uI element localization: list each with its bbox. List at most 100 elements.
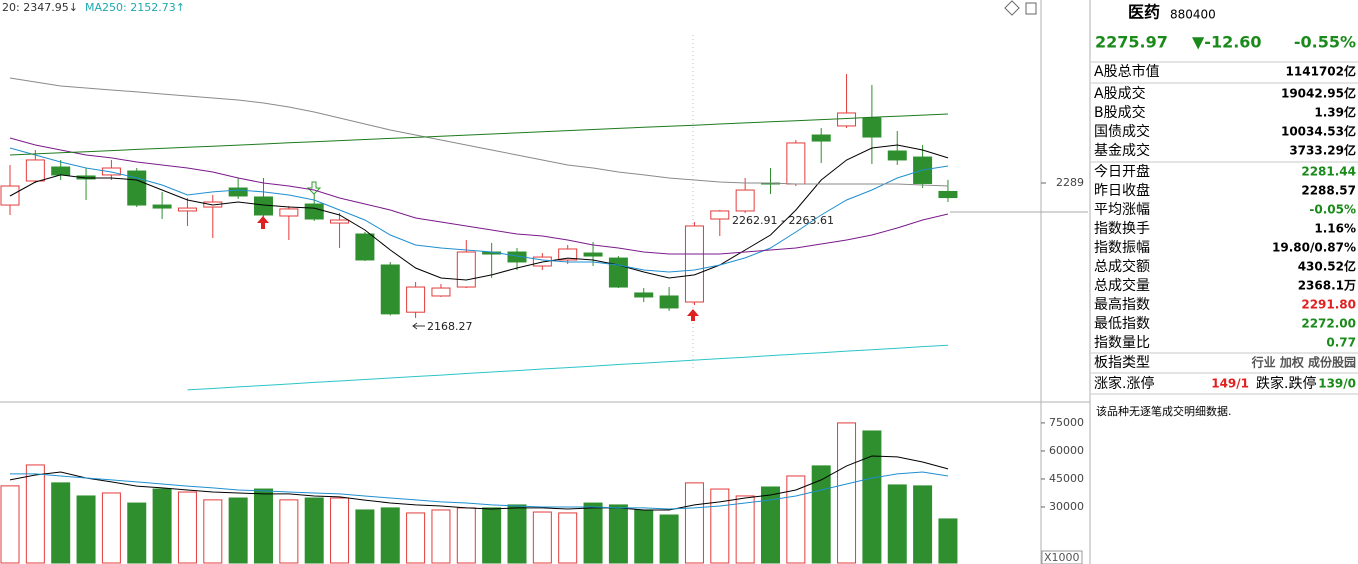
moving-average [9,77,949,187]
candle-body [710,210,730,220]
candle-body [634,292,654,298]
unit-box [1041,550,1083,564]
candle-body [608,257,628,288]
volume-bar [482,507,502,564]
stat-label: 今日开盘 [1094,163,1150,180]
stat-label: 总成交量 [1094,277,1150,294]
annotation: 2168.27 [427,320,473,333]
stat-label: 最高指数 [1094,296,1150,313]
candle-body [786,142,806,185]
volume-bar [938,518,958,564]
volume-bar [913,485,933,564]
breadth-label: 跌家.跌停 [1256,375,1316,392]
note: 该品种无逐笔成交明细数据. [1096,404,1232,418]
stat-value: 2291.80 [1301,298,1356,312]
price: 2275.97 [1095,33,1168,52]
volume-bar [0,485,20,564]
stat-label: 最低指数 [1094,316,1150,332]
volume-bar [710,488,730,564]
annotation-arrow [412,322,418,330]
signal-arrow [687,309,699,321]
stat-label: 板指类型 [1094,355,1150,371]
volume-bar [152,488,172,564]
moving-average [9,455,949,511]
moving-average [9,147,949,273]
stat-label: Β股成交 [1094,104,1146,121]
moving-average [9,137,949,255]
volume-bar [355,509,375,564]
candle-body [177,207,197,212]
stat-value: 2281.44 [1301,165,1356,179]
toolbar-icon[interactable] [1004,0,1020,16]
candle-body [25,159,45,182]
candle-body [101,167,121,176]
stat-value: 1.16% [1314,222,1356,236]
stat-label: 总成交额 [1094,258,1150,275]
volume-bar [837,422,857,564]
volume-bar [583,502,603,564]
volume-bar [76,495,96,564]
moving-average [9,113,949,156]
volume-bar [608,504,628,564]
candle-body [456,251,476,288]
volume-bar [330,497,350,564]
stat-value: 2272.00 [1301,317,1356,331]
volume-bar [25,464,45,564]
volume-bar [380,507,400,564]
stat-label: 指数振幅 [1094,240,1150,256]
volume-bar [634,509,654,564]
volume-bar [862,430,882,564]
volume-bar [786,475,806,564]
candle-body [228,187,248,197]
stat-label: 指数量比 [1094,335,1150,351]
toolbar-icon[interactable] [1025,2,1037,15]
stat-label: A股总市值 [1094,63,1160,80]
stat-value: 2368.1万 [1298,279,1356,293]
candle-body [938,190,958,199]
candle-body [862,117,882,138]
volume-bar [507,504,527,564]
candle-body [811,134,831,142]
y-tick-label: 75000 [1049,416,1084,429]
candle-body [380,264,400,315]
volume-bar [203,499,223,564]
volume-bar [279,499,299,564]
stat-value: 1141702亿 [1286,64,1356,79]
volume-bar [811,465,831,564]
candle-body [431,287,451,297]
volume-bar [177,491,197,564]
candle-body [558,248,578,261]
stat-value: 0.77 [1326,336,1356,350]
signal-arrow [257,216,269,229]
candle-body [152,204,172,209]
stat-label: 国债成交 [1094,123,1150,140]
candle-body [583,252,603,257]
moving-average [187,344,949,391]
index-code: 880400 [1170,8,1216,22]
candle-body [659,295,679,309]
candle-body [837,112,857,127]
candle-body [304,203,324,220]
change: ▼-12.60 [1192,33,1262,52]
candle-body [684,225,704,303]
stat-value: 430.52亿 [1298,259,1356,274]
volume-bar [304,497,324,564]
change-pct: -0.55% [1294,33,1356,52]
stat-value: -0.05% [1309,203,1356,217]
legend-text: MA250: 2152.73↑ [85,1,185,14]
stat-value: 3733.29亿 [1289,143,1356,158]
stat-value: 2288.57 [1301,184,1356,198]
breadth-label: 涨家.涨停 [1094,375,1154,392]
y-tick-label: 60000 [1049,444,1084,457]
breadth-value: 139/0 [1318,377,1356,391]
volume-bar [456,507,476,564]
candle-body [330,219,350,224]
y-tick-label: 30000 [1049,500,1084,513]
stat-label: 基金成交 [1094,142,1150,159]
stat-value: 行业 加权 成份股园 [1251,355,1356,370]
volume-bar [127,502,147,564]
volume-bar [558,512,578,564]
